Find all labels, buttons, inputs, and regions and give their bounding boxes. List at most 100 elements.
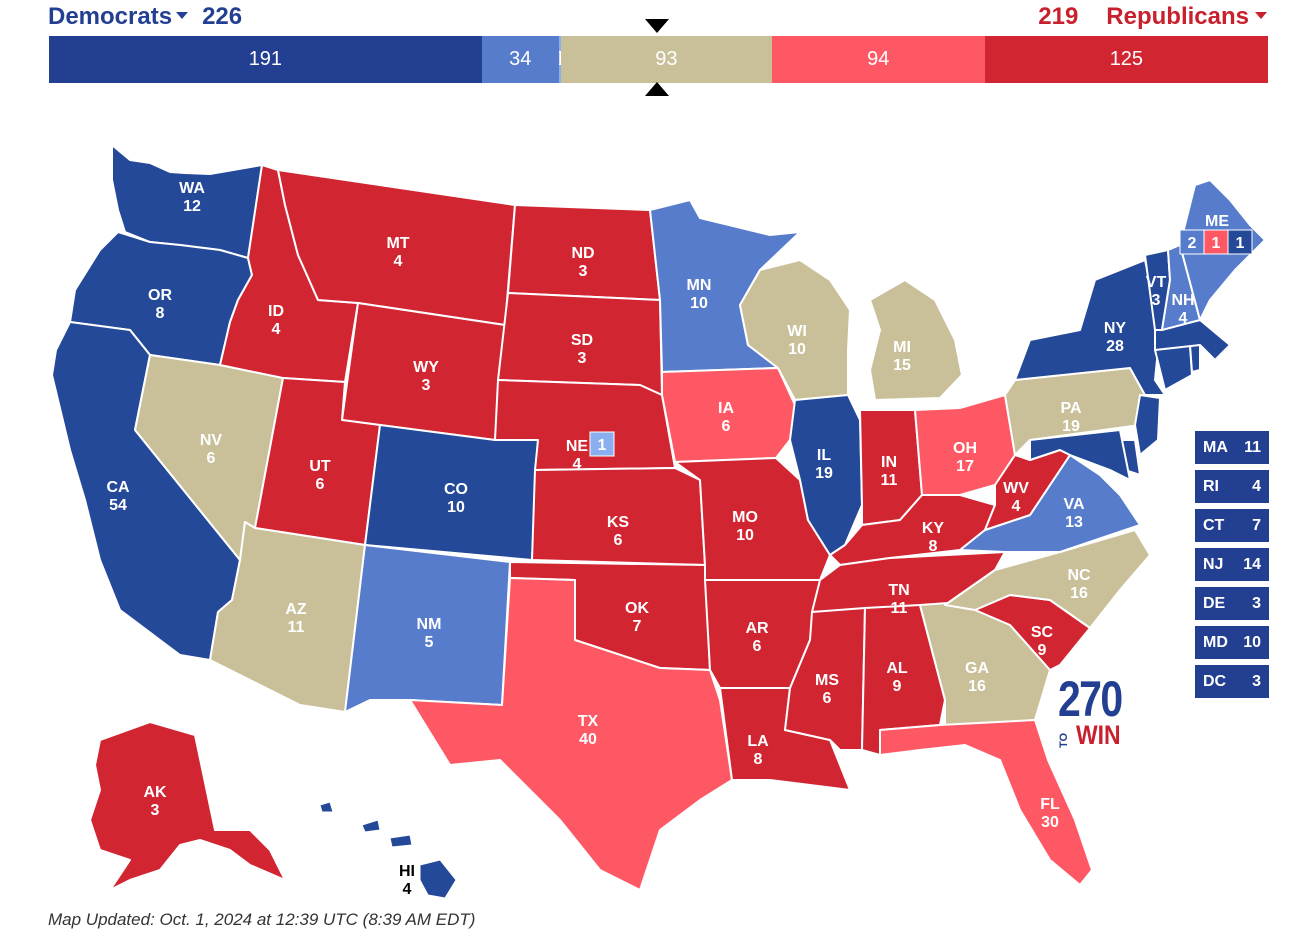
state-ev-wa: 12 <box>183 198 201 215</box>
bar-segment-safe-d: 191 <box>49 36 482 83</box>
map-updated-timestamp: Map Updated: Oct. 1, 2024 at 12:39 UTC (… <box>48 910 476 929</box>
state-ev-il: 19 <box>815 465 833 482</box>
small-state-ma[interactable]: MA 11 <box>1195 431 1269 464</box>
small-state-abbr: CT <box>1203 516 1225 534</box>
state-ct[interactable] <box>1154 344 1193 391</box>
state-label-oh: OH 17 <box>953 440 977 475</box>
district-label-ne2: 1 <box>598 437 607 454</box>
state-mi[interactable] <box>869 279 963 401</box>
state-ev-ca: 54 <box>109 497 127 514</box>
state-ev-va: 13 <box>1065 514 1083 531</box>
state-label-ia: IA 6 <box>718 400 734 435</box>
state-ev-mo: 10 <box>736 527 754 544</box>
state-label-az: AZ 11 <box>285 601 307 636</box>
small-state-nj[interactable]: NJ 14 <box>1195 548 1269 581</box>
small-state-dc[interactable]: DC 3 <box>1195 665 1269 698</box>
democrats-header[interactable]: Democrats 226 <box>48 2 242 32</box>
state-ev-ar: 6 <box>753 638 762 655</box>
state-abbr-mo: MO <box>732 509 758 526</box>
270towin-logo[interactable]: 270 TO WIN <box>1058 671 1138 750</box>
chevron-down-icon[interactable] <box>176 12 189 20</box>
state-ev-sc: 9 <box>1038 642 1047 659</box>
state-label-nm: NM 5 <box>417 616 442 651</box>
state-ev-nv: 6 <box>207 450 216 467</box>
state-ev-nd: 3 <box>579 263 588 280</box>
state-ak[interactable] <box>89 721 286 891</box>
small-state-ev: 3 <box>1252 672 1261 690</box>
state-abbr-ga: GA <box>965 660 989 677</box>
state-label-me: ME <box>1205 213 1229 230</box>
state-mo[interactable] <box>674 457 831 581</box>
republicans-label: Republicans <box>1106 3 1249 30</box>
state-label-ok: OK 7 <box>625 600 649 635</box>
state-abbr-pa: PA <box>1060 400 1081 417</box>
state-nh[interactable] <box>1161 244 1201 331</box>
state-nc[interactable] <box>944 529 1151 629</box>
small-state-md[interactable]: MD 10 <box>1195 626 1269 659</box>
state-ev-ky: 8 <box>929 538 938 555</box>
state-label-wa: WA 12 <box>179 180 205 215</box>
small-state-ev: 11 <box>1244 438 1261 456</box>
small-state-ct[interactable]: CT 7 <box>1195 509 1269 542</box>
small-state-abbr: DC <box>1203 672 1227 690</box>
bar-segment-lean-d: 1 <box>558 36 562 83</box>
state-hi[interactable] <box>319 801 457 899</box>
state-ev-al: 9 <box>893 678 902 695</box>
small-state-de[interactable]: DE 3 <box>1195 587 1269 620</box>
state-label-ak: AK 3 <box>143 784 167 819</box>
small-state-ri[interactable]: RI 4 <box>1195 470 1269 503</box>
state-ev-wv: 4 <box>1012 498 1021 515</box>
state-nj[interactable] <box>1134 394 1161 456</box>
district-label-me-al: 2 <box>1188 235 1197 252</box>
270-marker-bottom-icon <box>645 82 669 96</box>
district-box-me2[interactable] <box>1203 229 1229 255</box>
state-ev-pa: 19 <box>1062 418 1080 435</box>
state-md[interactable] <box>1029 429 1131 481</box>
state-abbr-nm: NM <box>417 616 442 633</box>
state-label-ms: MS 6 <box>815 672 839 707</box>
state-label-ca: CA 54 <box>106 479 130 514</box>
state-label-mo: MO 10 <box>732 509 758 544</box>
state-ev-nc: 16 <box>1070 585 1088 602</box>
state-abbr-or: OR <box>148 287 172 304</box>
state-abbr-id: ID <box>268 303 284 320</box>
bar-segment-likely-d: 34 <box>481 36 559 83</box>
district-label-me2: 1 <box>1212 235 1221 252</box>
state-fl[interactable] <box>879 719 1093 886</box>
state-abbr-nc: NC <box>1067 567 1091 584</box>
district-label-me1: 1 <box>1236 235 1245 252</box>
state-label-il: IL 19 <box>815 447 833 482</box>
state-abbr-wv: WV <box>1003 480 1029 497</box>
state-label-sd: SD 3 <box>571 332 593 367</box>
state-label-nv: NV 6 <box>200 432 223 467</box>
state-label-wi: WI 10 <box>787 323 807 358</box>
state-label-wv: WV 4 <box>1003 480 1029 515</box>
small-state-ev: 7 <box>1252 516 1261 534</box>
small-state-ev: 10 <box>1243 633 1261 651</box>
state-label-mn: MN 10 <box>687 277 712 312</box>
republicans-total: 219 <box>1038 3 1079 30</box>
small-state-ev: 14 <box>1243 555 1261 573</box>
chevron-down-icon[interactable] <box>1255 12 1267 20</box>
state-ev-la: 8 <box>754 751 763 768</box>
state-label-co: CO 10 <box>444 481 468 516</box>
state-ev-ny: 28 <box>1106 338 1124 355</box>
state-tx[interactable] <box>409 577 733 891</box>
state-label-tx: TX 40 <box>578 713 599 748</box>
state-label-wy: WY 3 <box>413 359 439 394</box>
state-ev-co: 10 <box>447 499 465 516</box>
state-abbr-nh: NH <box>1171 292 1194 309</box>
state-label-nc: NC 16 <box>1067 567 1091 602</box>
state-ev-oh: 17 <box>956 458 974 475</box>
district-box-me1[interactable] <box>1227 229 1253 255</box>
state-label-ky: KY 8 <box>922 520 945 555</box>
small-state-abbr: NJ <box>1203 555 1224 573</box>
republicans-header[interactable]: 219 Republicans <box>1038 2 1267 32</box>
state-abbr-la: LA <box>747 733 769 750</box>
state-ev-wy: 3 <box>422 377 431 394</box>
state-ev-or: 8 <box>156 305 165 322</box>
state-label-nd: ND 3 <box>571 245 594 280</box>
state-ri[interactable] <box>1189 344 1201 373</box>
district-box-ne2[interactable] <box>589 431 615 457</box>
state-wi[interactable] <box>739 259 851 401</box>
